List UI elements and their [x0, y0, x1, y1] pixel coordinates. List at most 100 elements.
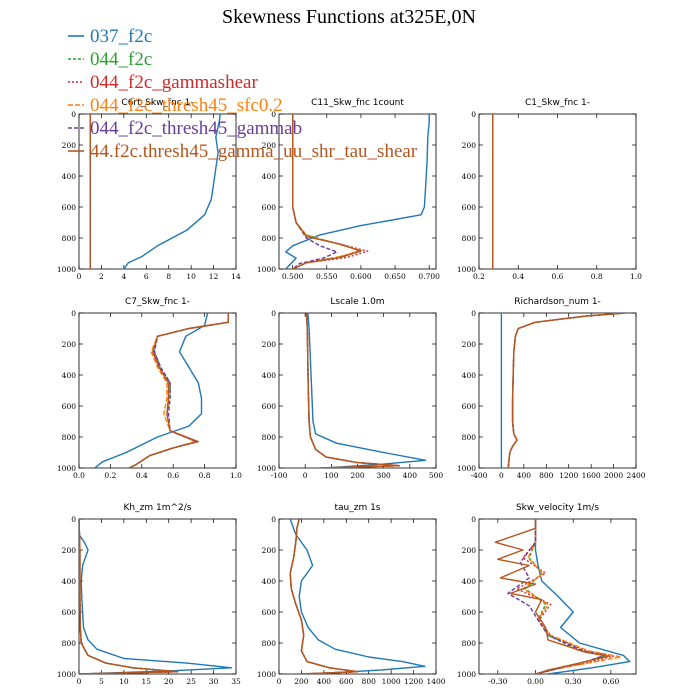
- x-tick-label: 0.2: [104, 471, 116, 480]
- x-tick-label: 0.00: [527, 677, 544, 686]
- panel-title: C7_Skw_fnc 1-: [125, 297, 190, 307]
- series-line-044-f2c-gammashear: [516, 519, 615, 674]
- plot-frame: [478, 518, 637, 675]
- legend-item: 44.f2c.thresh45_gamma_uu_shr_tau_shear: [68, 141, 418, 162]
- y-tick-label: 200: [262, 141, 277, 150]
- y-tick-label: 1000: [257, 670, 276, 679]
- series-line-044-f2c-thresh45-sfc0-2: [79, 519, 179, 674]
- x-tick-label: 1600: [582, 471, 601, 480]
- y-tick-label: 200: [462, 340, 477, 349]
- x-tick-label: 0: [499, 471, 504, 480]
- series-line-44-f2c-thresh45-gamma-uu-shr-tau-shear: [494, 519, 610, 674]
- legend-label: 44.f2c.thresh45_gamma_uu_shr_tau_shear: [90, 141, 418, 162]
- legend-label: 044_f2c_thresh45_gammab: [90, 118, 302, 139]
- panel-title: Lscale 1.0m: [330, 297, 384, 307]
- panel-title: C1_Skw_fnc 1-: [525, 98, 590, 108]
- x-tick-label: 6: [144, 272, 149, 281]
- x-tick-label: 400: [517, 471, 532, 480]
- plot-frame: [278, 518, 437, 675]
- x-tick-label: 1000: [382, 677, 401, 686]
- x-tick-label: 25: [186, 677, 196, 686]
- plot-frame: [478, 113, 637, 270]
- series-line-044-f2c-thresh45-gammab: [305, 313, 401, 468]
- y-tick-label: 1000: [257, 464, 276, 473]
- panel-9: Skw_velocity 1m/s -0.30 0.00 0.30 0.60 0 200 40…: [457, 503, 637, 686]
- panel-title: C11_Skw_fnc 1count: [311, 98, 404, 108]
- y-tick-label: 0: [471, 515, 476, 524]
- series-line-037-f2c: [289, 519, 426, 674]
- plot-frame: [78, 312, 237, 469]
- x-tick-label: 1.0: [230, 471, 242, 480]
- x-tick-label: 0.650: [384, 272, 406, 281]
- y-tick-label: 0: [71, 515, 76, 524]
- x-tick-label: 0.4: [136, 471, 148, 480]
- y-tick-label: 600: [62, 203, 77, 212]
- x-tick-label: 400: [317, 677, 332, 686]
- y-tick-label: 400: [62, 172, 77, 181]
- legend-label: 037_f2c: [90, 26, 152, 47]
- y-tick-label: 0: [471, 110, 476, 119]
- series-line-044-f2c: [292, 114, 362, 269]
- series-line-044-f2c-gammashear: [305, 313, 401, 468]
- x-tick-label: 800: [539, 471, 554, 480]
- x-tick-label: 0.8: [199, 471, 211, 480]
- y-tick-label: 600: [462, 203, 477, 212]
- y-tick-label: 800: [262, 433, 277, 442]
- y-tick-label: 800: [462, 639, 477, 648]
- x-tick-label: 0.500: [282, 272, 304, 281]
- series-line-044-f2c: [507, 313, 625, 468]
- x-tick-label: 1200: [404, 677, 423, 686]
- legend-item: 044_f2c_thresh45_gammab: [68, 118, 302, 139]
- x-tick-label: 0.600: [350, 272, 372, 281]
- x-tick-label: 0.4: [512, 272, 524, 281]
- series-line-044-f2c-thresh45-sfc0-2: [128, 313, 229, 468]
- series-line-044-f2c-gammashear: [289, 519, 359, 674]
- x-tick-label: 400: [403, 471, 418, 480]
- y-tick-label: 200: [62, 546, 77, 555]
- series-line-44-f2c-thresh45-gamma-uu-shr-tau-shear: [289, 519, 359, 674]
- x-tick-label: 0.0: [73, 471, 85, 480]
- x-tick-label: 0: [77, 272, 82, 281]
- y-tick-label: 600: [262, 402, 277, 411]
- x-tick-label: 0: [303, 471, 308, 480]
- series-line-044-f2c: [128, 313, 229, 468]
- y-tick-label: 800: [462, 433, 477, 442]
- legend: 037_f2c044_f2c044_f2c_gammashear044_f2c_…: [68, 26, 418, 162]
- series-line-044-f2c: [305, 313, 401, 468]
- panel-3: C1_Skw_fnc 1- 0.2 0.4 0.6 0.8 1.0 0 200 400 600 80…: [457, 98, 642, 281]
- x-tick-label: 35: [231, 677, 241, 686]
- x-tick-label: 10: [186, 272, 196, 281]
- panel-title: tau_zm 1s: [334, 503, 380, 513]
- series-line-044-f2c-gammashear: [507, 313, 625, 468]
- x-tick-label: 800: [362, 677, 377, 686]
- panel-grid: C6rt_Skw_fnc 1-0 2 4 6 8 10 12 1402004006008001…: [57, 98, 646, 686]
- y-tick-label: 400: [262, 172, 277, 181]
- y-tick-label: 400: [462, 577, 477, 586]
- y-tick-label: 600: [62, 402, 77, 411]
- panel-8: tau_zm 1s0 200 400 600 800 1000 1200 1400020040…: [257, 503, 446, 686]
- y-tick-label: 1000: [457, 464, 476, 473]
- y-tick-label: 600: [262, 203, 277, 212]
- series-line-044-f2c-thresh45-sfc0-2: [289, 519, 359, 674]
- y-tick-label: 0: [271, 309, 276, 318]
- y-tick-label: 800: [62, 433, 77, 442]
- y-tick-label: 200: [462, 141, 477, 150]
- series-line-044-f2c: [524, 519, 606, 674]
- series-line-044-f2c: [79, 519, 179, 674]
- y-tick-label: 1000: [457, 265, 476, 274]
- y-tick-label: 400: [262, 371, 277, 380]
- series-line-044-f2c-thresh45-sfc0-2: [507, 313, 625, 468]
- y-tick-label: 800: [262, 234, 277, 243]
- series-line-037-f2c: [534, 519, 631, 674]
- x-tick-label: -100: [271, 471, 288, 480]
- y-tick-label: 0: [271, 110, 276, 119]
- series-line-044-f2c-gammashear: [128, 313, 229, 468]
- series-line-044-f2c-thresh45-gammab: [507, 519, 606, 674]
- series-line-044-f2c-thresh45-gammab: [507, 313, 625, 468]
- x-tick-label: 0.700: [418, 272, 440, 281]
- x-tick-label: 300: [377, 471, 392, 480]
- x-tick-label: 0.2: [473, 272, 485, 281]
- x-tick-label: 2: [99, 272, 104, 281]
- series-line-044-f2c-thresh45-sfc0-2: [305, 313, 401, 468]
- series-line-44-f2c-thresh45-gamma-uu-shr-tau-shear: [128, 313, 229, 468]
